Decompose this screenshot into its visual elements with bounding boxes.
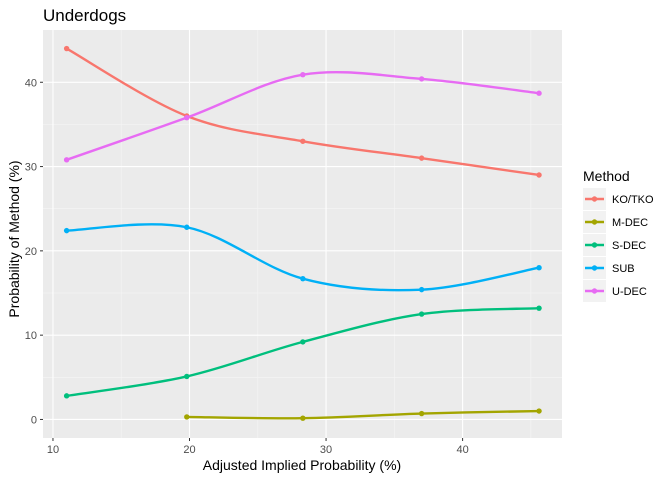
legend-item-m-dec: M-DEC (583, 211, 648, 233)
y-axis: 0 10 20 30 40 (25, 77, 43, 426)
data-point-ko-tko (300, 138, 306, 144)
y-tick-label: 20 (25, 246, 37, 258)
series-u-dec (63, 70, 542, 163)
x-tick-label: 10 (47, 444, 59, 456)
legend-item-ko-tko: KO/TKO (583, 188, 654, 210)
data-point-s-dec (300, 339, 306, 345)
legend-label: M-DEC (612, 217, 648, 229)
legend-label: S-DEC (612, 240, 646, 252)
data-point-sub (184, 224, 190, 230)
data-point-s-dec (418, 311, 425, 317)
data-point-u-dec (300, 71, 306, 78)
legend-label: SUB (612, 263, 635, 275)
data-point-ko-tko (63, 45, 70, 52)
x-tick-label: 40 (456, 444, 468, 456)
legend-key-point (591, 288, 598, 294)
x-axis: 10 20 30 40 (47, 438, 469, 456)
legend-label: KO/TKO (612, 194, 654, 206)
data-point-m-dec (184, 414, 190, 420)
series-m-dec (184, 408, 542, 421)
data-point-sub (300, 275, 306, 282)
y-tick-label: 40 (25, 77, 37, 89)
legend-item-s-dec: S-DEC (583, 234, 646, 256)
data-point-u-dec (63, 157, 70, 163)
series-ko-tko (63, 45, 542, 178)
data-point-m-dec (418, 410, 425, 417)
y-axis-title: Probability of Method (%) (6, 160, 22, 317)
data-point-u-dec (536, 90, 542, 96)
legend-key-point (591, 219, 598, 225)
series-sub (63, 223, 542, 293)
data-point-sub (536, 265, 542, 271)
data-point-ko-tko (536, 172, 542, 178)
grid-minor (43, 30, 562, 438)
series-line-m-dec (185, 409, 541, 420)
data-point-s-dec (184, 373, 190, 380)
legend-item-sub: SUB (583, 257, 635, 279)
plot-panel (43, 30, 562, 438)
legend-label: U-DEC (612, 286, 647, 298)
data-point-sub (63, 227, 70, 234)
data-point-m-dec (536, 408, 542, 414)
data-point-m-dec (300, 415, 306, 421)
y-tick-label: 30 (25, 162, 37, 174)
data-point-s-dec (63, 393, 70, 399)
legend-key-point (591, 196, 598, 202)
legend-item-u-dec: U-DEC (583, 280, 647, 302)
data-point-s-dec (536, 305, 542, 311)
legend: Method KO/TKO M-DEC S-DEC SUB U-DEC (583, 168, 654, 302)
x-tick-label: 20 (183, 444, 195, 456)
data-point-u-dec (184, 114, 190, 121)
x-tick-label: 30 (320, 444, 332, 456)
series-s-dec (63, 305, 542, 399)
y-tick-label: 10 (25, 330, 37, 342)
series-layer (63, 45, 542, 421)
legend-key-point (591, 265, 598, 271)
data-point-sub (418, 286, 425, 293)
x-axis-title: Adjusted Implied Probability (%) (203, 457, 401, 473)
legend-key-point (591, 242, 598, 248)
data-point-u-dec (418, 76, 425, 82)
y-tick-label: 0 (31, 414, 37, 426)
chart-title: Underdogs (43, 6, 126, 25)
data-point-ko-tko (418, 155, 425, 161)
legend-title: Method (583, 168, 630, 184)
